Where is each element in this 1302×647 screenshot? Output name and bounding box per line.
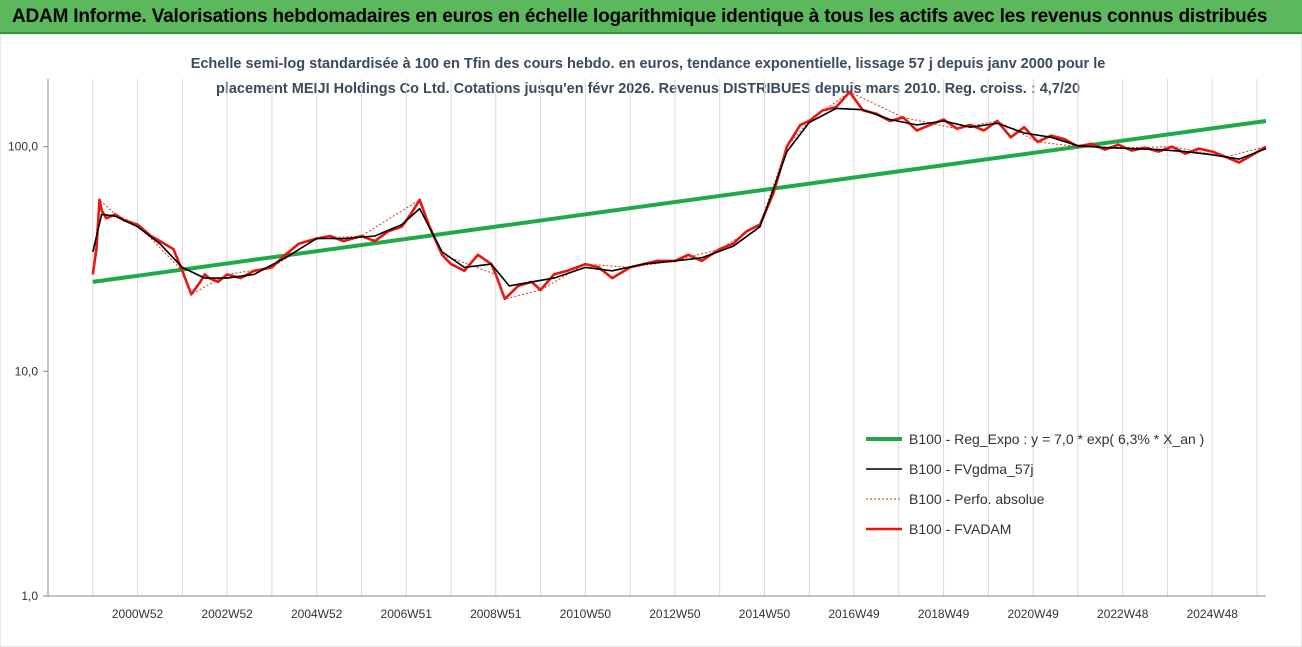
report-header: ADAM Informe. Valorisations hebdomadaire… — [0, 0, 1302, 34]
legend-label-reg: B100 - Reg_Expo : y = 7,0 * exp( 6,3% * … — [909, 431, 1204, 447]
x-tick-label: 2010W50 — [560, 607, 612, 621]
x-tick-label: 2004W52 — [291, 607, 343, 621]
y-tick-label: 100,0 — [8, 140, 38, 154]
x-tick-label: 2002W52 — [201, 607, 253, 621]
legend-label-fvadam: B100 - FVADAM — [909, 521, 1011, 537]
legend-label-fvgdma: B100 - FVgdma_57j — [909, 461, 1034, 477]
x-tick-label: 2012W50 — [649, 607, 701, 621]
chart-subtitle-line1: Echelle semi-log standardisée à 100 en T… — [191, 56, 1106, 72]
axes: 1,0 10,0 100,0 2000W52 2002W52 2004W52 2006W51… — [8, 79, 1266, 621]
chart-subtitle-line2: placement MEIJI Holdings Co Ltd. Cotatio… — [216, 81, 1080, 97]
series-line-perfo — [92, 91, 1267, 300]
chart-frame — [0, 34, 1302, 647]
series-line-fvadam — [91, 90, 1267, 301]
x-tick-label: 2020W49 — [1007, 607, 1059, 621]
x-tick-label: 2022W48 — [1097, 607, 1149, 621]
legend-label-perfo: B100 - Perfo. absolue — [909, 491, 1045, 507]
x-tick-label: 2006W51 — [381, 607, 433, 621]
report-title: ADAM Informe. Valorisations hebdomadaire… — [12, 6, 1268, 27]
y-tick-label: 10,0 — [15, 364, 39, 378]
series-line-fvgdma — [92, 107, 1267, 287]
series-lines — [91, 90, 1267, 301]
x-tick-label: 2016W49 — [828, 607, 880, 621]
x-tick-label: 2024W48 — [1187, 607, 1239, 621]
x-tick-label: 2018W49 — [918, 607, 970, 621]
x-tick-label: 2014W50 — [739, 607, 791, 621]
y-tick-label: 1,0 — [21, 589, 38, 603]
x-tick-label: 2000W52 — [112, 607, 164, 621]
legend: B100 - Reg_Expo : y = 7,0 * exp( 6,3% * … — [866, 431, 1204, 537]
grid-lines — [47, 79, 1258, 596]
x-tick-label: 2008W51 — [470, 607, 522, 621]
chart-area: Echelle semi-log standardisée à 100 en T… — [0, 34, 1302, 647]
